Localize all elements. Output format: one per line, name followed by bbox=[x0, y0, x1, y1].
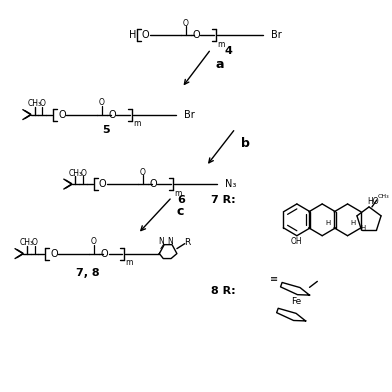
Text: O: O bbox=[140, 168, 146, 177]
Text: Fe: Fe bbox=[291, 297, 301, 306]
Text: Br: Br bbox=[270, 30, 281, 40]
Text: H: H bbox=[351, 220, 356, 226]
Text: m: m bbox=[217, 40, 224, 49]
Text: N₃: N₃ bbox=[225, 179, 236, 189]
Text: c: c bbox=[176, 205, 183, 218]
Text: CH₃: CH₃ bbox=[20, 238, 34, 247]
Text: CH₃: CH₃ bbox=[378, 194, 389, 200]
Text: O: O bbox=[142, 30, 149, 40]
Text: O: O bbox=[58, 110, 65, 120]
Text: N: N bbox=[158, 237, 164, 246]
Text: O: O bbox=[50, 249, 58, 259]
Text: O: O bbox=[109, 110, 116, 120]
Text: O: O bbox=[183, 19, 189, 28]
Text: O: O bbox=[32, 238, 38, 247]
Text: O: O bbox=[192, 30, 200, 40]
Text: 8 R:: 8 R: bbox=[211, 286, 236, 296]
Text: 7 R:: 7 R: bbox=[211, 195, 236, 205]
Text: R: R bbox=[185, 238, 191, 247]
Text: Br: Br bbox=[184, 110, 194, 120]
Text: 4: 4 bbox=[225, 46, 232, 56]
Text: O: O bbox=[80, 169, 86, 178]
Text: 7, 8: 7, 8 bbox=[76, 269, 100, 278]
Text: 5: 5 bbox=[102, 125, 109, 136]
Text: m: m bbox=[125, 258, 132, 267]
Text: a: a bbox=[216, 58, 224, 71]
Text: O: O bbox=[99, 179, 107, 189]
Text: OH: OH bbox=[291, 237, 303, 246]
Text: H: H bbox=[361, 225, 366, 231]
Text: b: b bbox=[241, 137, 250, 150]
Text: O: O bbox=[99, 98, 105, 107]
Text: O: O bbox=[40, 99, 45, 108]
Text: O: O bbox=[91, 237, 97, 246]
Text: m: m bbox=[133, 119, 140, 128]
Text: 6: 6 bbox=[177, 195, 185, 205]
Text: O: O bbox=[101, 249, 109, 259]
Text: ≡: ≡ bbox=[270, 274, 278, 285]
Text: CH₃: CH₃ bbox=[27, 99, 42, 108]
Text: H: H bbox=[129, 30, 136, 40]
Text: HO: HO bbox=[367, 198, 379, 207]
Text: m: m bbox=[174, 189, 181, 198]
Text: N: N bbox=[167, 237, 173, 246]
Text: O: O bbox=[150, 179, 157, 189]
Text: CH₃: CH₃ bbox=[69, 169, 83, 178]
Text: H: H bbox=[325, 220, 331, 226]
